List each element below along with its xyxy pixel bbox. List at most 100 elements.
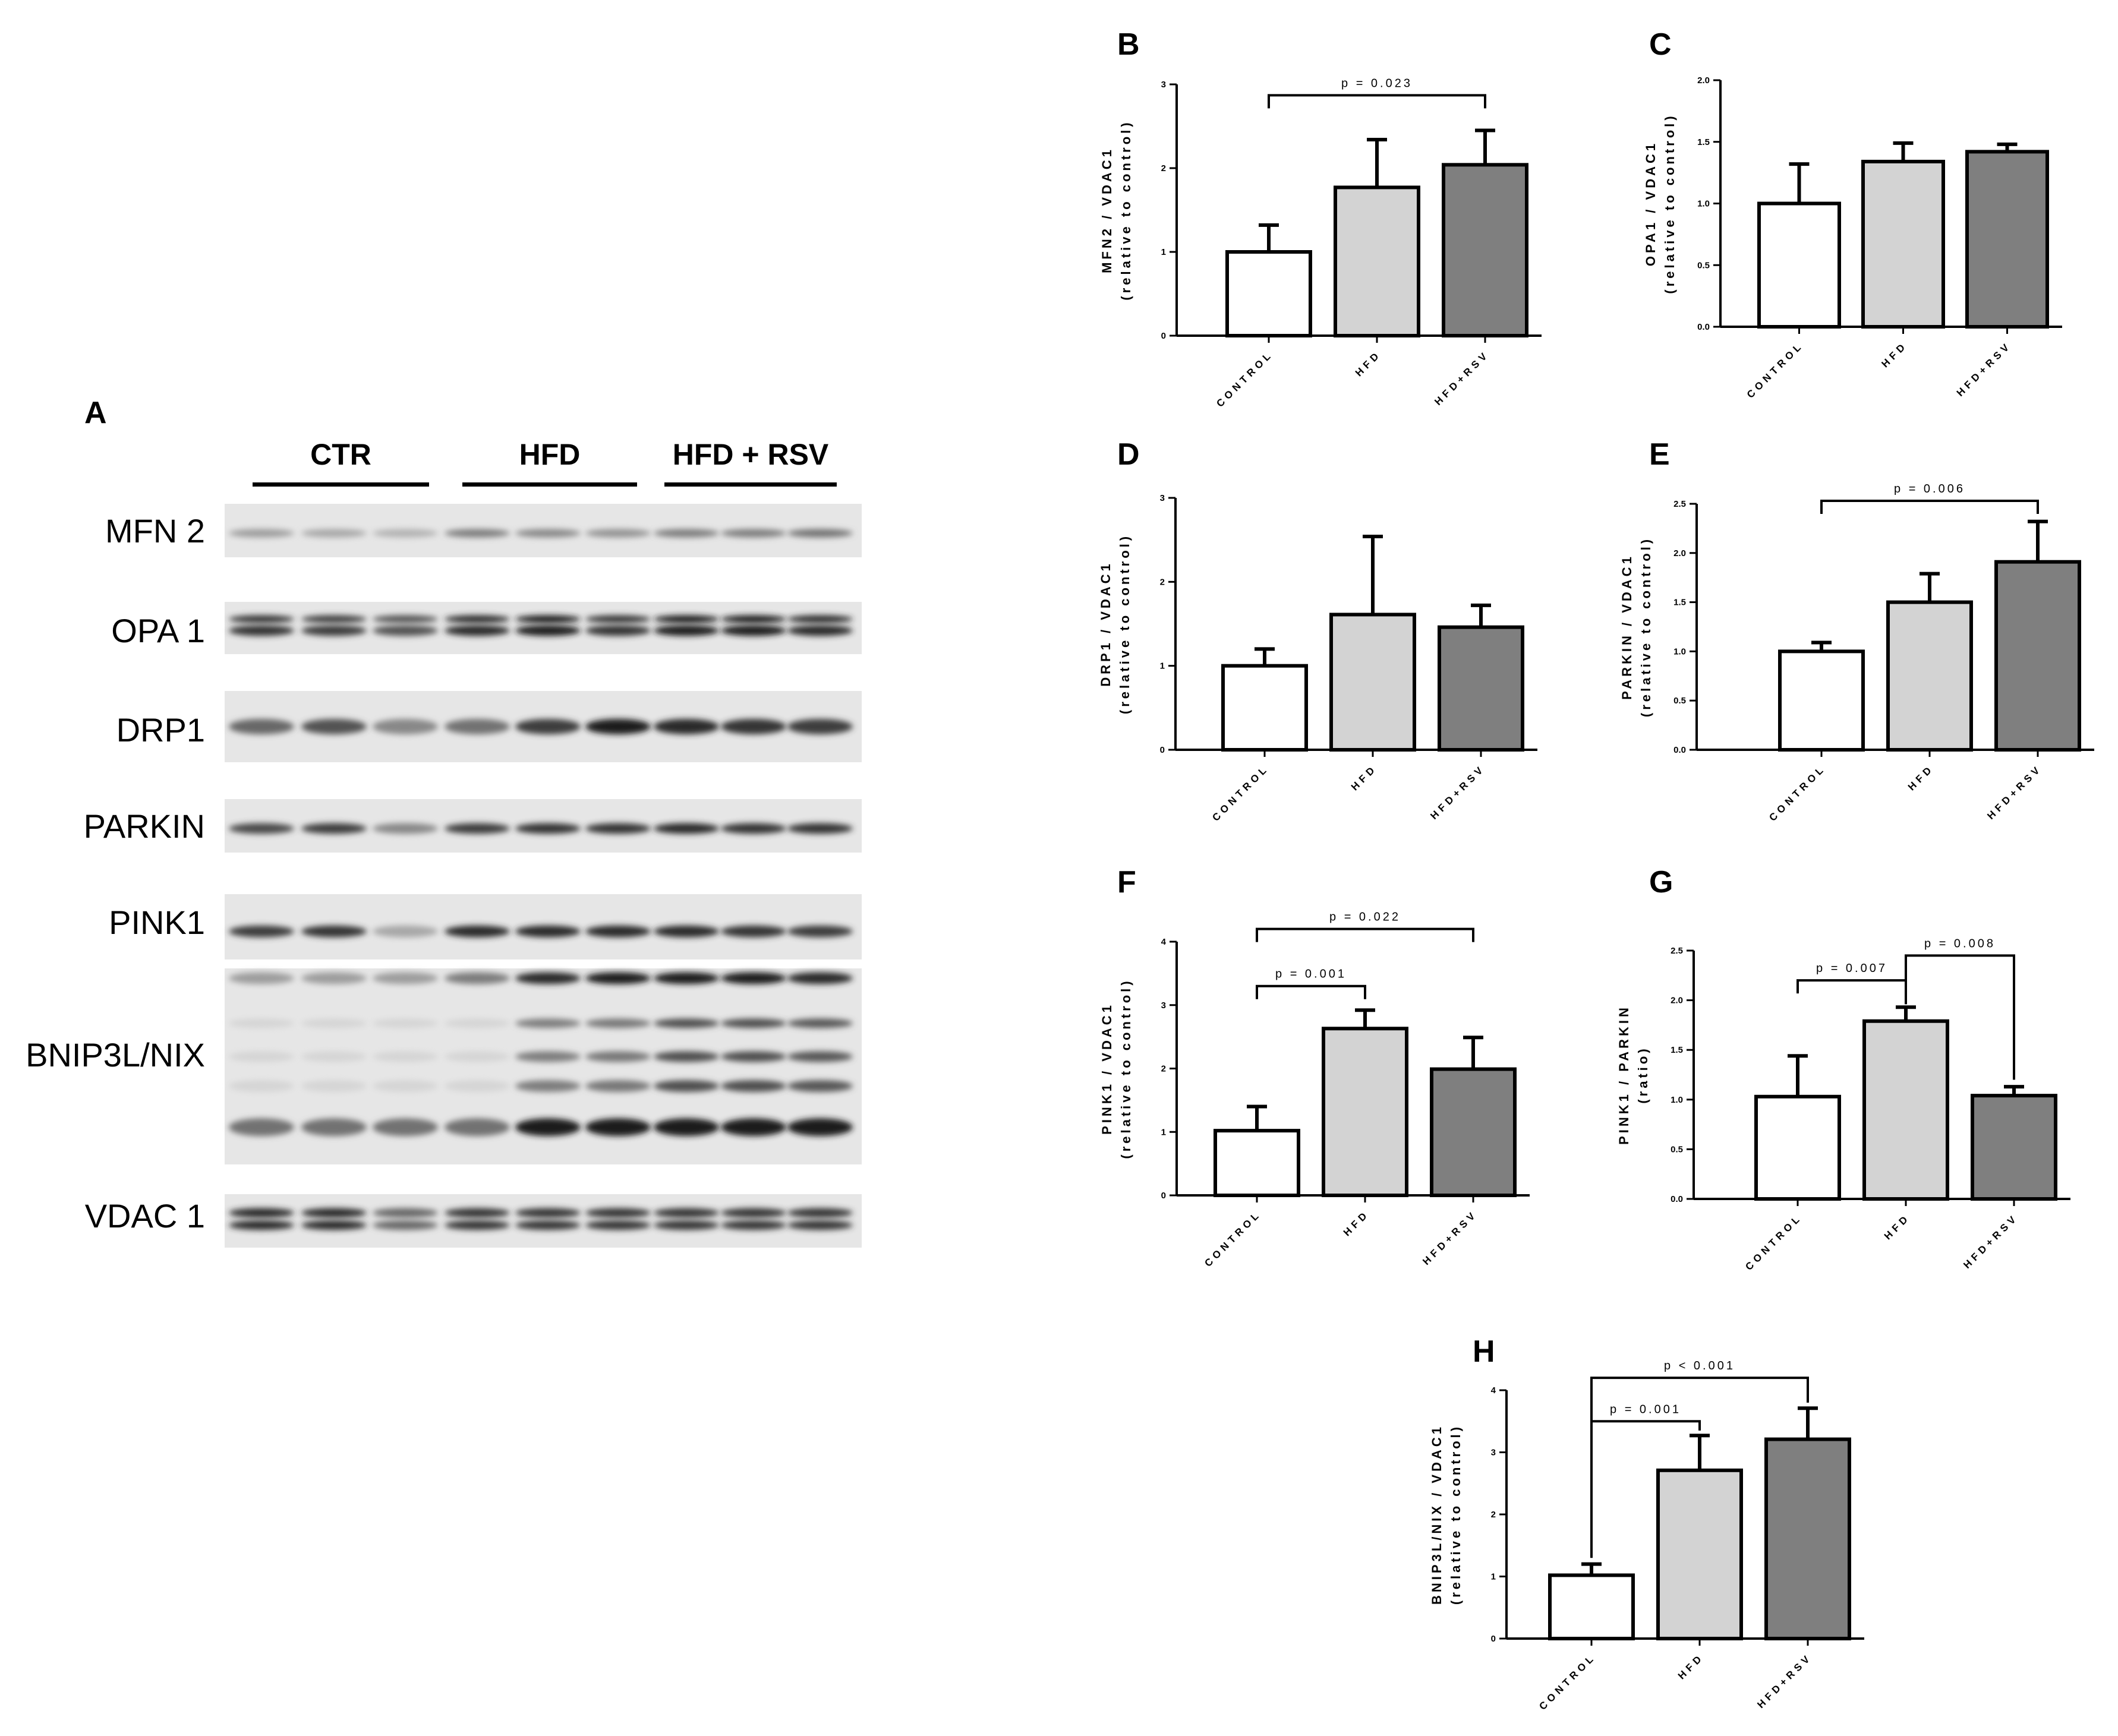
panel-letter: D: [1117, 437, 1140, 472]
blot-band: [301, 972, 367, 984]
chart-e: E 0.0 0.5 1.0 1.5 2.0 2.5 PARKIN / VDAC1 (relati…: [1619, 437, 2094, 823]
y-axis-label-2: (relative to control): [1638, 536, 1653, 717]
significance-bracket-0: [1590, 1420, 1701, 1558]
bar-2: [1764, 1437, 1851, 1640]
significance-bracket-0: [1256, 984, 1366, 999]
blot-band: [721, 972, 786, 984]
blot-label: MFN 2: [105, 512, 205, 550]
group-header-1: HFD: [519, 438, 581, 471]
blot-band: [229, 1208, 294, 1218]
blot-band: [721, 719, 786, 734]
panel-letter: G: [1649, 865, 1673, 899]
y-tick-label: 2.0: [1673, 548, 1686, 558]
blot-band: [515, 925, 581, 938]
bar-0: [1757, 201, 1841, 329]
blot-band: [515, 1208, 581, 1218]
blot-band: [654, 925, 719, 938]
blot-band: [445, 625, 510, 636]
significance-bracket-1: [1590, 1377, 1809, 1558]
y-tick-label: 4: [1491, 1385, 1496, 1396]
blot-band: [787, 823, 853, 834]
x-tick-label: HFD+RSV: [1955, 339, 2014, 399]
x-tick-label: HFD: [1349, 762, 1379, 793]
y-axis-label-2: (relative to control): [1118, 978, 1133, 1159]
blot-band: [654, 625, 719, 636]
blot-label: PINK1: [109, 904, 205, 941]
blot-band: [229, 925, 294, 938]
blot-band: [515, 823, 581, 834]
p-value-label: p = 0.022: [1329, 911, 1401, 924]
blot-band: [654, 1018, 719, 1028]
y-tick-label: 3: [1161, 1000, 1166, 1011]
blot-band: [445, 719, 510, 734]
y-tick-label: 0: [1160, 745, 1165, 755]
group-underline-0: [253, 482, 429, 487]
blot-band: [515, 1018, 581, 1028]
blot-band: [229, 1220, 294, 1230]
blot-band: [654, 972, 719, 984]
y-tick-label: 0.5: [1673, 696, 1686, 706]
blot-band: [787, 925, 853, 938]
blot-band: [787, 615, 853, 623]
blot-band: [654, 1220, 719, 1230]
y-tick-label: 0.0: [1697, 322, 1710, 332]
y-tick-label: 1.5: [1697, 137, 1710, 147]
blot-band: [301, 1080, 367, 1092]
y-tick-label: 0: [1161, 1191, 1166, 1201]
bar-0: [1754, 1094, 1841, 1201]
blot-band: [721, 1051, 786, 1062]
group-underline-1: [462, 482, 637, 487]
blot-band: [301, 529, 367, 538]
y-axis-label: BNIP3L/NIX / VDAC1: [1429, 1424, 1444, 1605]
y-tick-label: 1: [1161, 247, 1166, 257]
x-tick-label: CONTROL: [1743, 1211, 1804, 1273]
blot-band: [229, 529, 294, 538]
bar-1: [1886, 600, 1973, 752]
blot-band: [229, 615, 294, 623]
y-tick-label: 0.5: [1671, 1144, 1683, 1154]
y-tick-label: 1: [1161, 1127, 1166, 1137]
blot-band: [229, 625, 294, 636]
x-tick-label: HFD: [1879, 339, 1909, 370]
blot-label: OPA 1: [111, 612, 205, 649]
blot-band: [787, 972, 853, 984]
blot-band: [373, 1018, 438, 1028]
blot-band: [787, 625, 853, 636]
blot-band: [445, 1208, 510, 1218]
blot-band: [301, 925, 367, 938]
blot-band: [787, 1018, 853, 1028]
y-tick-label: 3: [1491, 1448, 1496, 1458]
chart-g: G 0.0 0.5 1.0 1.5 2.0 2.5 PINK1 / PARKIN (ratio)…: [1616, 865, 2070, 1273]
x-tick-label: CONTROL: [1202, 1208, 1263, 1269]
x-tick-label: CONTROL: [1767, 762, 1828, 823]
blot-band: [585, 972, 651, 984]
blot-band: [721, 1018, 786, 1028]
blot-band: [301, 1208, 367, 1218]
blot-band: [229, 972, 294, 984]
p-value-label: p = 0.023: [1341, 77, 1413, 90]
bar-1: [1322, 1027, 1408, 1198]
blot-band: [585, 925, 651, 938]
y-tick-label: 0.0: [1671, 1194, 1683, 1204]
blot-band: [301, 1051, 367, 1062]
blot-band: [721, 529, 786, 538]
blot-band: [445, 972, 510, 984]
x-tick-label: HFD: [1906, 762, 1936, 793]
blot-band: [301, 719, 367, 734]
blot-band: [721, 823, 786, 834]
y-tick-label: 2: [1161, 1064, 1166, 1074]
blot-band: [721, 925, 786, 938]
x-tick-label: HFD: [1353, 348, 1383, 378]
blot-band: [654, 823, 719, 834]
blot-band: [373, 1220, 438, 1230]
p-value-label: p = 0.008: [1924, 937, 1996, 950]
y-tick-label: 1.0: [1671, 1095, 1683, 1105]
bar-1: [1656, 1468, 1743, 1640]
bar-2: [1442, 163, 1528, 337]
blot-band: [373, 1208, 438, 1218]
blot-band: [721, 625, 786, 636]
blot-band: [787, 1220, 853, 1230]
blot-band: [301, 1220, 367, 1230]
blot-band: [301, 1018, 367, 1028]
y-tick-label: 2.5: [1671, 946, 1683, 956]
